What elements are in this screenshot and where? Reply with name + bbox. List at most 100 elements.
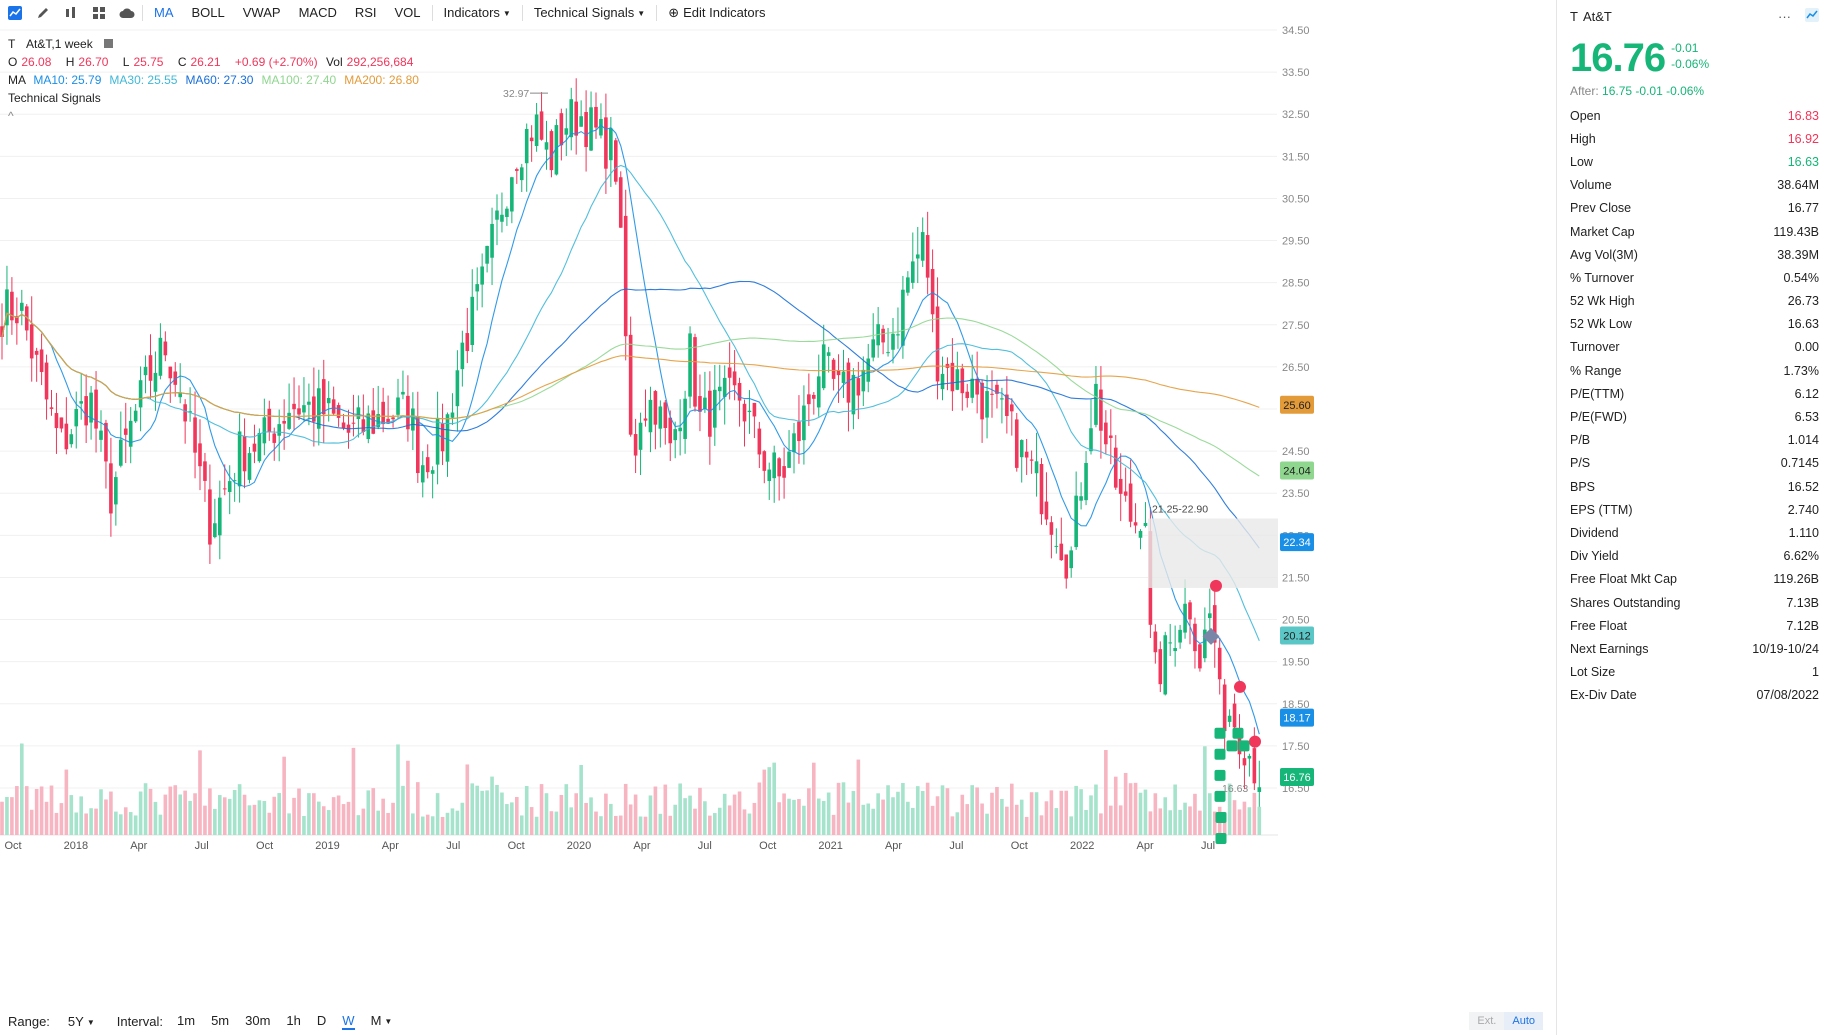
- more-options-icon[interactable]: ···: [1778, 8, 1791, 24]
- volume-bar: [975, 787, 979, 835]
- volume-bar: [584, 802, 588, 835]
- volume-bar: [128, 812, 133, 835]
- candle-body: [381, 401, 385, 425]
- price-tag-label: 24.04: [1283, 465, 1311, 477]
- volume-bar: [1094, 784, 1098, 835]
- candle-body: [445, 414, 450, 462]
- candle-body: [485, 245, 489, 264]
- stat-value: 1.73%: [1783, 363, 1819, 378]
- technical-signals-dropdown[interactable]: Technical Signals ▼: [534, 5, 645, 20]
- volume-bar: [1158, 808, 1163, 835]
- candle-body: [1193, 623, 1197, 652]
- y-tick-label: 28.50: [1282, 278, 1310, 290]
- volume-bar: [762, 769, 767, 835]
- legend-ohlc-row: O 26.08 H 26.70 L 25.75 C 26.21 +0.69 (+2.70…: [8, 53, 427, 71]
- interval-5m[interactable]: 5m: [211, 1012, 230, 1028]
- volume-bar: [1079, 789, 1083, 835]
- candle-body: [1054, 545, 1059, 547]
- x-tick-label: 2021: [818, 840, 842, 852]
- candle-body: [1242, 758, 1247, 766]
- candle-body: [193, 417, 197, 453]
- candle-body: [1094, 383, 1098, 425]
- chart-toggle-icon[interactable]: [1805, 7, 1819, 25]
- stat-label: 52 Wk High: [1570, 294, 1635, 309]
- grid-layout-icon[interactable]: [89, 3, 109, 23]
- candle-body: [138, 380, 143, 408]
- stat-row: 52 Wk Low 16.63: [1570, 313, 1819, 336]
- volume-bar: [722, 793, 727, 835]
- volume-bar: [94, 808, 98, 835]
- volume-bar: [1005, 806, 1009, 835]
- volume-bar: [44, 801, 49, 835]
- volume-bar: [906, 801, 910, 835]
- volume-bar: [930, 805, 935, 835]
- candle-body: [430, 470, 435, 474]
- candles-icon[interactable]: [61, 3, 81, 23]
- volume-bar: [757, 782, 762, 835]
- volume-bar: [158, 814, 163, 835]
- cloud-icon[interactable]: [117, 3, 137, 23]
- candle-body: [896, 334, 900, 336]
- candle-body: [856, 378, 861, 396]
- auto-button[interactable]: Auto: [1504, 1012, 1543, 1030]
- volume-bar: [1163, 797, 1168, 835]
- candle-body: [222, 488, 227, 490]
- volume-bar: [104, 799, 108, 835]
- volume-bar: [420, 816, 425, 835]
- volume-bar: [153, 801, 158, 835]
- candle-body: [529, 137, 534, 142]
- candle-body: [178, 392, 182, 398]
- candle-body: [480, 266, 484, 285]
- chart-type-icon[interactable]: [5, 3, 25, 23]
- indicator-tab-ma[interactable]: MA: [154, 5, 174, 20]
- indicator-tab-boll[interactable]: BOLL: [191, 5, 225, 20]
- volume-bar: [470, 783, 475, 835]
- interval-w[interactable]: W: [342, 1012, 355, 1030]
- volume-bar: [851, 791, 856, 835]
- candle-body: [643, 418, 648, 421]
- chart-area[interactable]: 34.50 33.50 32.50 31.50 30.50 29.50 28.50 27.50…: [0, 25, 1555, 1025]
- signal-dot: [1234, 680, 1246, 693]
- x-tick-label: Oct: [256, 840, 273, 852]
- indicator-tab-macd[interactable]: MACD: [298, 5, 337, 20]
- range-dropdown[interactable]: 5Y ▼: [68, 1014, 95, 1029]
- indicators-dropdown[interactable]: Indicators ▼: [444, 5, 511, 20]
- stat-label: 52 Wk Low: [1570, 317, 1632, 332]
- settings-square-icon[interactable]: [104, 39, 114, 48]
- stat-label: P/B: [1570, 433, 1591, 448]
- stat-label: Div Yield: [1570, 549, 1619, 564]
- candle-body: [1089, 428, 1093, 452]
- candle-body: [54, 413, 59, 429]
- collapse-caret-icon[interactable]: ^: [8, 109, 14, 123]
- interval-m[interactable]: M ▼: [370, 1012, 393, 1028]
- candle-body: [940, 373, 945, 390]
- price-chart[interactable]: 34.50 33.50 32.50 31.50 30.50 29.50 28.50 27.50…: [0, 25, 1555, 1007]
- candle-body: [411, 408, 415, 431]
- pencil-icon[interactable]: [33, 3, 53, 23]
- toolbar-divider: [431, 4, 433, 21]
- volume-bar: [10, 797, 14, 835]
- interval-d[interactable]: D: [316, 1012, 327, 1028]
- indicator-tab-vwap[interactable]: VWAP: [242, 5, 281, 20]
- volume-bar: [59, 803, 64, 835]
- candle-body: [970, 378, 974, 398]
- edit-indicators-button[interactable]: ⊕ Edit Indicators: [668, 5, 765, 21]
- interval-label: Interval:: [116, 1013, 163, 1029]
- volume-bar: [208, 788, 212, 835]
- candle-body: [1252, 748, 1257, 784]
- stat-value: 0.7145: [1780, 456, 1819, 471]
- interval-1h[interactable]: 1h: [286, 1012, 301, 1028]
- ext-button[interactable]: Ext.: [1469, 1012, 1505, 1030]
- candle-body: [420, 465, 425, 483]
- volume-bar: [227, 798, 232, 835]
- candle-body: [668, 417, 673, 444]
- price-tag: [1280, 768, 1314, 787]
- volume-bar: [623, 783, 628, 835]
- indicator-tab-rsi[interactable]: RSI: [354, 5, 377, 20]
- candle-body: [1198, 644, 1202, 669]
- volume-bar: [539, 784, 544, 835]
- interval-1m[interactable]: 1m: [177, 1012, 196, 1028]
- interval-30m[interactable]: 30m: [245, 1012, 271, 1028]
- candle-body: [727, 367, 732, 378]
- indicator-tab-vol[interactable]: VOL: [394, 5, 421, 20]
